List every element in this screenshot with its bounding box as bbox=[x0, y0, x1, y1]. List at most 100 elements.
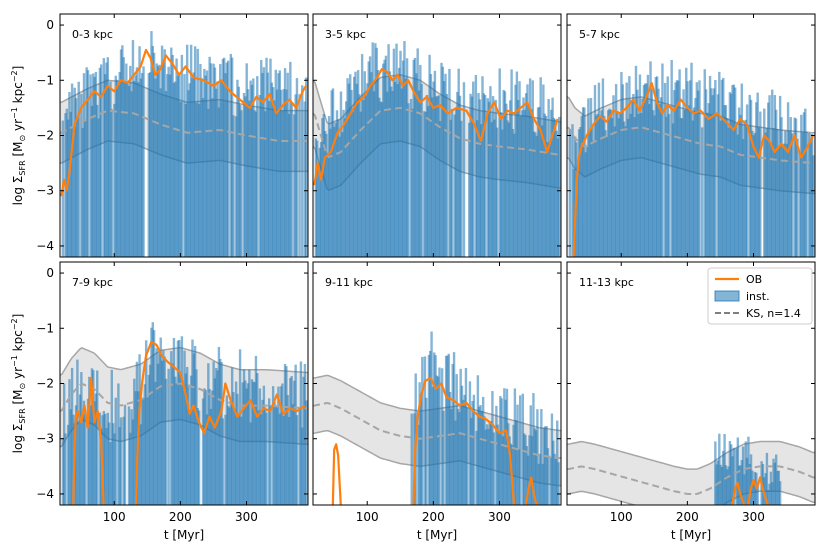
inst-bar bbox=[638, 74, 642, 257]
inst-bar bbox=[737, 107, 741, 257]
inst-bar bbox=[599, 117, 602, 257]
inst-bar bbox=[756, 483, 759, 505]
inst-bar bbox=[773, 462, 777, 505]
inst-bar bbox=[731, 456, 734, 505]
inst-bar bbox=[253, 382, 256, 505]
inst-bar bbox=[295, 78, 299, 257]
inst-bar bbox=[405, 58, 409, 257]
inst-bar bbox=[521, 393, 525, 505]
inst-bar bbox=[205, 70, 209, 257]
inst-bar bbox=[73, 87, 76, 257]
inst-bar bbox=[355, 83, 359, 257]
inst-bar bbox=[538, 453, 542, 505]
inst-bar bbox=[240, 416, 243, 505]
inst-bar bbox=[648, 104, 651, 257]
inst-bar bbox=[543, 113, 546, 257]
inst-bar bbox=[532, 131, 536, 257]
inst-bar bbox=[515, 420, 518, 505]
inst-bar bbox=[785, 143, 788, 257]
inst-bar bbox=[417, 424, 420, 505]
inst-bar bbox=[163, 49, 166, 257]
inst-bar bbox=[230, 367, 234, 505]
inst-bar bbox=[614, 84, 618, 257]
inst-bar bbox=[162, 350, 165, 505]
ob-line bbox=[134, 340, 306, 505]
inst-bar bbox=[371, 42, 374, 257]
inst-bar bbox=[572, 168, 576, 257]
inst-bar bbox=[252, 78, 255, 257]
inst-bar bbox=[176, 75, 180, 257]
inst-bar bbox=[427, 354, 431, 505]
inst-bar bbox=[772, 127, 775, 257]
inst-bar bbox=[723, 105, 726, 257]
inst-bar bbox=[772, 458, 775, 505]
inst-bar bbox=[670, 60, 673, 257]
inst-bar bbox=[609, 109, 613, 257]
inst-bar bbox=[154, 381, 157, 505]
inst-bar bbox=[346, 78, 349, 257]
inst-bar bbox=[281, 383, 284, 505]
inst-bar bbox=[655, 76, 659, 257]
inst-bar bbox=[781, 145, 784, 257]
inst-bar bbox=[256, 76, 259, 257]
inst-bar bbox=[739, 114, 742, 257]
inst-bar bbox=[250, 84, 254, 257]
inst-bar bbox=[201, 398, 205, 505]
inst-bar bbox=[166, 74, 169, 257]
inst-bar bbox=[174, 81, 177, 257]
inst-bar bbox=[728, 92, 732, 257]
inst-bar bbox=[523, 109, 527, 257]
inst-bar bbox=[279, 89, 283, 257]
x-axis-label: t [Myr] bbox=[164, 528, 204, 542]
inst-bar bbox=[204, 389, 207, 505]
panel-3-5 kpc: 3-5 kpc bbox=[312, 13, 562, 258]
inst-bar bbox=[425, 397, 428, 505]
inst-bar bbox=[345, 101, 348, 257]
inst-bar bbox=[489, 86, 492, 257]
x-tick-label: 200 bbox=[676, 510, 699, 524]
inst-bar bbox=[768, 483, 771, 505]
inst-bar bbox=[97, 118, 100, 257]
plot-area bbox=[567, 433, 815, 505]
inst-bar bbox=[449, 119, 452, 257]
inst-bar bbox=[453, 114, 456, 257]
inst-bar bbox=[236, 393, 239, 505]
inst-bar bbox=[524, 434, 527, 505]
inst-bar bbox=[363, 71, 366, 257]
inst-bar bbox=[285, 89, 288, 257]
inst-bar bbox=[293, 114, 296, 257]
inst-bar bbox=[620, 71, 623, 257]
inst-bar bbox=[764, 132, 767, 257]
inst-bar bbox=[94, 71, 98, 257]
inst-bar bbox=[727, 466, 730, 505]
inst-bar bbox=[286, 72, 289, 257]
inst-bar bbox=[458, 95, 462, 257]
inst-bar bbox=[261, 399, 264, 505]
inst-bar bbox=[805, 131, 808, 257]
inst-bar bbox=[777, 147, 781, 257]
inst-bar bbox=[731, 85, 734, 257]
inst-bar bbox=[180, 54, 184, 257]
inst-bar bbox=[315, 140, 319, 257]
inst-bar bbox=[528, 78, 532, 257]
inst-bar bbox=[683, 110, 687, 257]
inst-bar bbox=[707, 103, 710, 257]
inst-bar bbox=[604, 130, 607, 257]
inst-bar bbox=[244, 96, 247, 257]
inst-bar bbox=[314, 138, 318, 257]
inst-bar bbox=[489, 421, 493, 505]
inst-bar bbox=[809, 142, 812, 257]
inst-bar bbox=[193, 345, 197, 505]
inst-bar bbox=[362, 99, 365, 257]
y-tick-label: −3 bbox=[36, 432, 54, 446]
inst-bar bbox=[188, 83, 192, 257]
inst-bar bbox=[305, 77, 308, 257]
inst-bar bbox=[130, 91, 133, 257]
inst-bar bbox=[438, 120, 442, 257]
inst-bar bbox=[508, 436, 511, 505]
inst-bar bbox=[678, 69, 681, 257]
inst-bar bbox=[185, 366, 189, 505]
inst-bar bbox=[745, 457, 749, 505]
inst-bar bbox=[752, 480, 755, 505]
inst-bar bbox=[226, 405, 230, 505]
